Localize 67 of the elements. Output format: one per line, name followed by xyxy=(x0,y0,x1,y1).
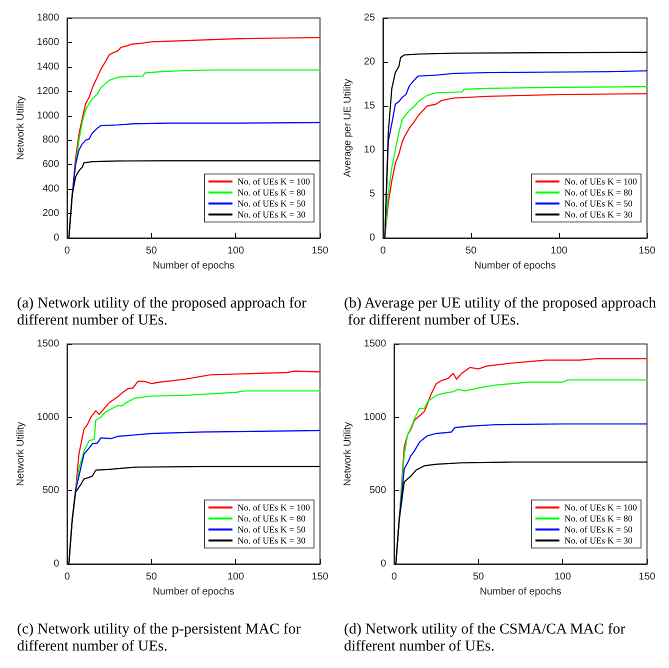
x-axis-title: Number of epochs xyxy=(480,586,562,598)
x-tick-label: 150 xyxy=(312,246,329,256)
y-tick-label: 1000 xyxy=(36,110,60,122)
legend-label: No. of UEs K = 100 xyxy=(564,502,638,512)
legend-label: No. of UEs K = 50 xyxy=(237,198,306,208)
x-axis-title: Number of epochs xyxy=(152,586,234,598)
y-tick-label: 1000 xyxy=(36,412,60,423)
text: (b) Average per UE utility of the proposed approach for different number of UEs. xyxy=(344,296,657,328)
legend-label: No. of UEs K = 100 xyxy=(564,176,638,186)
x-tick-label: 100 xyxy=(227,246,244,256)
y-axis-title: Network Utility xyxy=(16,422,26,486)
y-tick-label: 20 xyxy=(364,56,376,68)
x-tick-label: 0 xyxy=(64,572,70,582)
x-tick-label: 50 xyxy=(465,246,478,256)
y-tick-label: 1500 xyxy=(36,338,60,350)
y-tick-label: 0 xyxy=(369,232,376,244)
x-axis-title: Number of epochs xyxy=(474,260,556,272)
y-tick-label: 10 xyxy=(364,144,376,156)
legend-label: No. of UEs K = 50 xyxy=(237,524,306,534)
legend-label: No. of UEs K = 80 xyxy=(237,188,306,198)
y-tick-label: 800 xyxy=(42,134,60,146)
x-tick-label: 0 xyxy=(391,572,398,582)
x-tick-label: 150 xyxy=(312,572,329,582)
y-tick-label: 15 xyxy=(364,100,376,112)
y-tick-label: 500 xyxy=(369,485,387,496)
y-axis-title: Average per UE Utility xyxy=(342,78,354,178)
legend-label: No. of UEs K = 100 xyxy=(237,502,310,512)
x-tick-label: 50 xyxy=(146,572,158,582)
legend-label: No. of UEs K = 30 xyxy=(237,536,306,546)
legend-label: No. of UEs K = 80 xyxy=(564,188,633,198)
y-tick-label: 1400 xyxy=(36,61,60,72)
y-tick-label: 25 xyxy=(364,12,376,24)
y-tick-label: 0 xyxy=(380,558,387,570)
x-axis-title: Number of epochs xyxy=(152,260,234,272)
legend-label: No. of UEs K = 50 xyxy=(564,524,633,534)
y-tick-label: 1500 xyxy=(364,338,387,350)
y-tick-label: 600 xyxy=(42,159,60,170)
y-tick-label: 1200 xyxy=(36,86,60,97)
x-tick-label: 50 xyxy=(146,246,158,256)
y-tick-label: 1800 xyxy=(36,12,60,24)
legend-label: No. of UEs K = 30 xyxy=(564,210,633,220)
legend-label: No. of UEs K = 30 xyxy=(564,536,633,546)
legend-label: No. of UEs K = 50 xyxy=(564,198,633,208)
legend-label: No. of UEs K = 80 xyxy=(564,514,633,524)
x-tick-label: 100 xyxy=(550,246,568,256)
y-axis-title: Network Utility xyxy=(342,422,354,486)
legend-label: No. of UEs K = 100 xyxy=(237,176,310,186)
y-axis-title: Network Utility xyxy=(16,96,26,160)
x-tick-label: 50 xyxy=(472,572,484,582)
y-tick-label: 200 xyxy=(42,208,60,220)
x-tick-label: 150 xyxy=(638,572,656,582)
y-tick-label: 1000 xyxy=(364,412,387,423)
y-tick-label: 1600 xyxy=(36,36,60,48)
y-tick-label: 500 xyxy=(42,485,60,496)
text: (c) Network utility of the p-persistent MAC for different number of UEs. xyxy=(17,622,304,654)
x-tick-label: 100 xyxy=(554,572,572,582)
y-tick-label: 0 xyxy=(54,558,60,570)
x-tick-label: 150 xyxy=(638,246,656,256)
legend-label: No. of UEs K = 80 xyxy=(237,514,306,524)
y-tick-label: 5 xyxy=(369,188,376,200)
x-tick-label: 100 xyxy=(227,572,244,582)
y-tick-label: 0 xyxy=(54,232,60,244)
text: (a) Network utility of the proposed approach for different number of UEs. xyxy=(17,296,310,328)
x-tick-label: 0 xyxy=(64,246,70,256)
y-tick-label: 400 xyxy=(42,184,60,195)
legend-label: No. of UEs K = 30 xyxy=(237,210,306,220)
text: (d) Network utility of the CSMA/CA MAC for different number of UEs. xyxy=(344,622,629,654)
